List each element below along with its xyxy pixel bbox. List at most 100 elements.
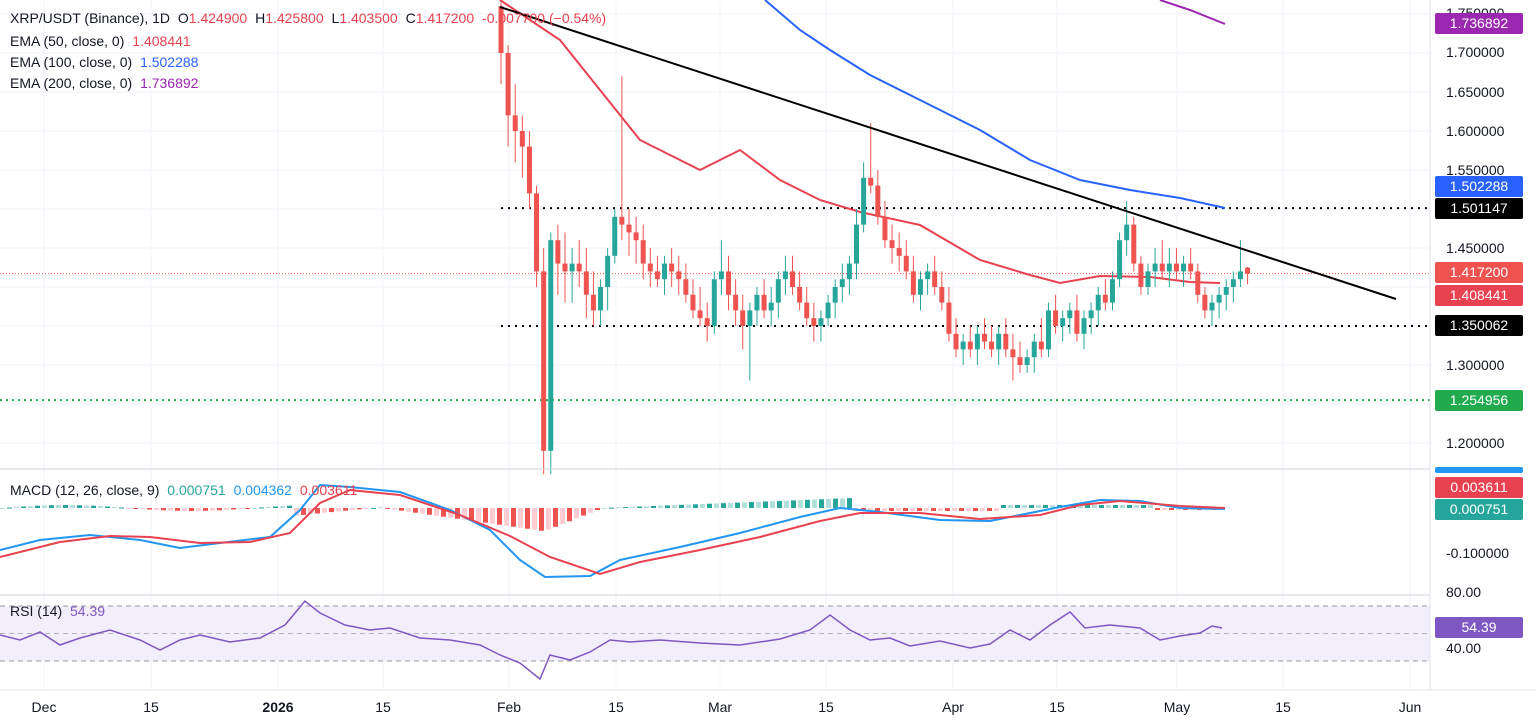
macd-histogram-bar bbox=[805, 499, 810, 508]
candle-body bbox=[1159, 263, 1165, 272]
macd-hist-tag-partial bbox=[1435, 467, 1523, 473]
ema50-price-tag: 1.408441 bbox=[1435, 285, 1523, 306]
ema100-value: 1.502288 bbox=[140, 54, 199, 70]
macd-histogram-bar bbox=[399, 508, 404, 511]
macd-histogram-bar bbox=[602, 507, 607, 509]
symbol-title[interactable]: XRP/USDT (Binance), 1D bbox=[10, 10, 171, 26]
macd-histogram-bar bbox=[364, 508, 369, 509]
macd-histogram-bar bbox=[1029, 505, 1034, 508]
macd-histogram-bar bbox=[742, 502, 747, 508]
high-value: 1.425800 bbox=[265, 10, 324, 26]
macd-histogram-bar bbox=[182, 508, 187, 511]
candle-body bbox=[868, 177, 874, 186]
macd-histogram-bar bbox=[0, 508, 5, 509]
descending-trendline bbox=[499, 6, 1397, 300]
macd-histogram-bar bbox=[287, 505, 292, 508]
candle-body bbox=[775, 279, 781, 303]
macd-histogram-bar bbox=[210, 508, 215, 511]
macd-histogram-bar bbox=[147, 508, 152, 510]
macd-histogram-bar bbox=[1127, 505, 1132, 508]
macd-histogram-bar bbox=[224, 508, 229, 510]
macd-histogram-bar bbox=[693, 504, 698, 508]
candle-body bbox=[526, 146, 532, 194]
rsi-axis-label: 40.00 bbox=[1446, 640, 1482, 656]
macd-histogram-bar bbox=[161, 508, 166, 511]
macd-histogram-bar bbox=[721, 503, 726, 508]
trendline[interactable] bbox=[499, 6, 1397, 300]
macd-histogram-bar bbox=[77, 505, 82, 508]
candle-body bbox=[889, 240, 895, 248]
candle-body bbox=[910, 271, 916, 295]
rsi-band bbox=[0, 605, 1430, 662]
macd-histogram-bar bbox=[28, 506, 33, 508]
candle-body bbox=[619, 216, 625, 225]
candle-body bbox=[1017, 357, 1023, 365]
price-axis-label: 1.600000 bbox=[1446, 123, 1505, 139]
candle-body bbox=[612, 216, 618, 256]
macd-histogram-bar bbox=[168, 508, 173, 511]
macd-histogram-bar bbox=[532, 508, 537, 530]
candle-body bbox=[1024, 357, 1030, 365]
macd-histogram-bar bbox=[112, 506, 117, 508]
candle-body bbox=[861, 177, 867, 225]
macd-histogram-bar bbox=[1169, 508, 1174, 510]
macd-histogram-bar bbox=[42, 505, 47, 508]
macd-histogram-bar bbox=[14, 506, 19, 508]
rsi-label: RSI (14) bbox=[10, 603, 63, 619]
macd-histogram-bar bbox=[1085, 505, 1090, 508]
candle-body bbox=[846, 263, 852, 280]
macd-histogram-bar bbox=[406, 508, 411, 512]
macd-histogram-bar bbox=[483, 508, 488, 523]
time-axis-label: 15 bbox=[1049, 699, 1065, 715]
candle-body bbox=[882, 216, 888, 241]
macd-histogram-bar bbox=[126, 508, 131, 509]
candle-body bbox=[790, 271, 796, 287]
candle-body bbox=[1152, 263, 1158, 272]
macd-histogram-bar bbox=[1015, 505, 1020, 508]
macd-histogram-bar bbox=[910, 508, 915, 511]
macd-histogram-bar bbox=[119, 507, 124, 509]
macd-histogram-bar bbox=[749, 502, 754, 508]
macd-legend[interactable]: MACD (12, 26, close, 9) 0.000751 0.00436… bbox=[10, 480, 361, 501]
ema100-legend[interactable]: EMA (100, close, 0) 1.502288 bbox=[10, 52, 202, 73]
macd-histogram-bar bbox=[427, 508, 432, 515]
ema200-legend[interactable]: EMA (200, close, 0) 1.736892 bbox=[10, 73, 202, 94]
macd-histogram-bar bbox=[105, 506, 110, 508]
macd-histogram-bar bbox=[315, 508, 320, 514]
ema-lines bbox=[499, 0, 1226, 285]
candle-body bbox=[562, 263, 568, 272]
candle-body bbox=[981, 333, 987, 342]
rsi-legend[interactable]: RSI (14) 54.39 bbox=[10, 601, 109, 622]
candle-body bbox=[1216, 294, 1222, 303]
macd-histogram-bar bbox=[84, 505, 89, 508]
candle-body bbox=[740, 310, 746, 326]
candle-body bbox=[1102, 294, 1108, 303]
change-value: -0.007700 (−0.54%) bbox=[482, 10, 607, 26]
macd-label: MACD (12, 26, close, 9) bbox=[10, 482, 160, 498]
candle-body bbox=[626, 224, 632, 233]
macd-histogram-bar bbox=[322, 508, 327, 513]
candle-body bbox=[662, 263, 668, 280]
candle-body bbox=[590, 294, 596, 311]
macd-histogram-bar bbox=[238, 508, 243, 509]
ema200-value: 1.736892 bbox=[140, 75, 199, 91]
macd-histogram-bar bbox=[896, 508, 901, 511]
macd-histogram-bar bbox=[462, 508, 467, 520]
candle-body bbox=[1245, 267, 1251, 274]
macd-histogram-bar bbox=[952, 508, 957, 511]
macd-histogram-bar bbox=[35, 505, 40, 508]
macd-histogram-bar bbox=[497, 508, 502, 525]
ema50-legend[interactable]: EMA (50, close, 0) 1.408441 bbox=[10, 31, 195, 52]
rsi-axis-label: 80.00 bbox=[1446, 584, 1482, 600]
macd-histogram-bar bbox=[728, 502, 733, 508]
macd-histogram-bar bbox=[917, 508, 922, 511]
macd-histogram-bar bbox=[595, 508, 600, 510]
macd-histogram-bar bbox=[714, 503, 719, 508]
macd-histogram-bar bbox=[980, 508, 985, 511]
rsi-line bbox=[0, 599, 1223, 681]
candle-body bbox=[633, 232, 639, 241]
macd-histogram-bar bbox=[840, 498, 845, 508]
low-value: 1.403500 bbox=[339, 10, 398, 26]
macd-histogram-bar bbox=[280, 506, 285, 508]
